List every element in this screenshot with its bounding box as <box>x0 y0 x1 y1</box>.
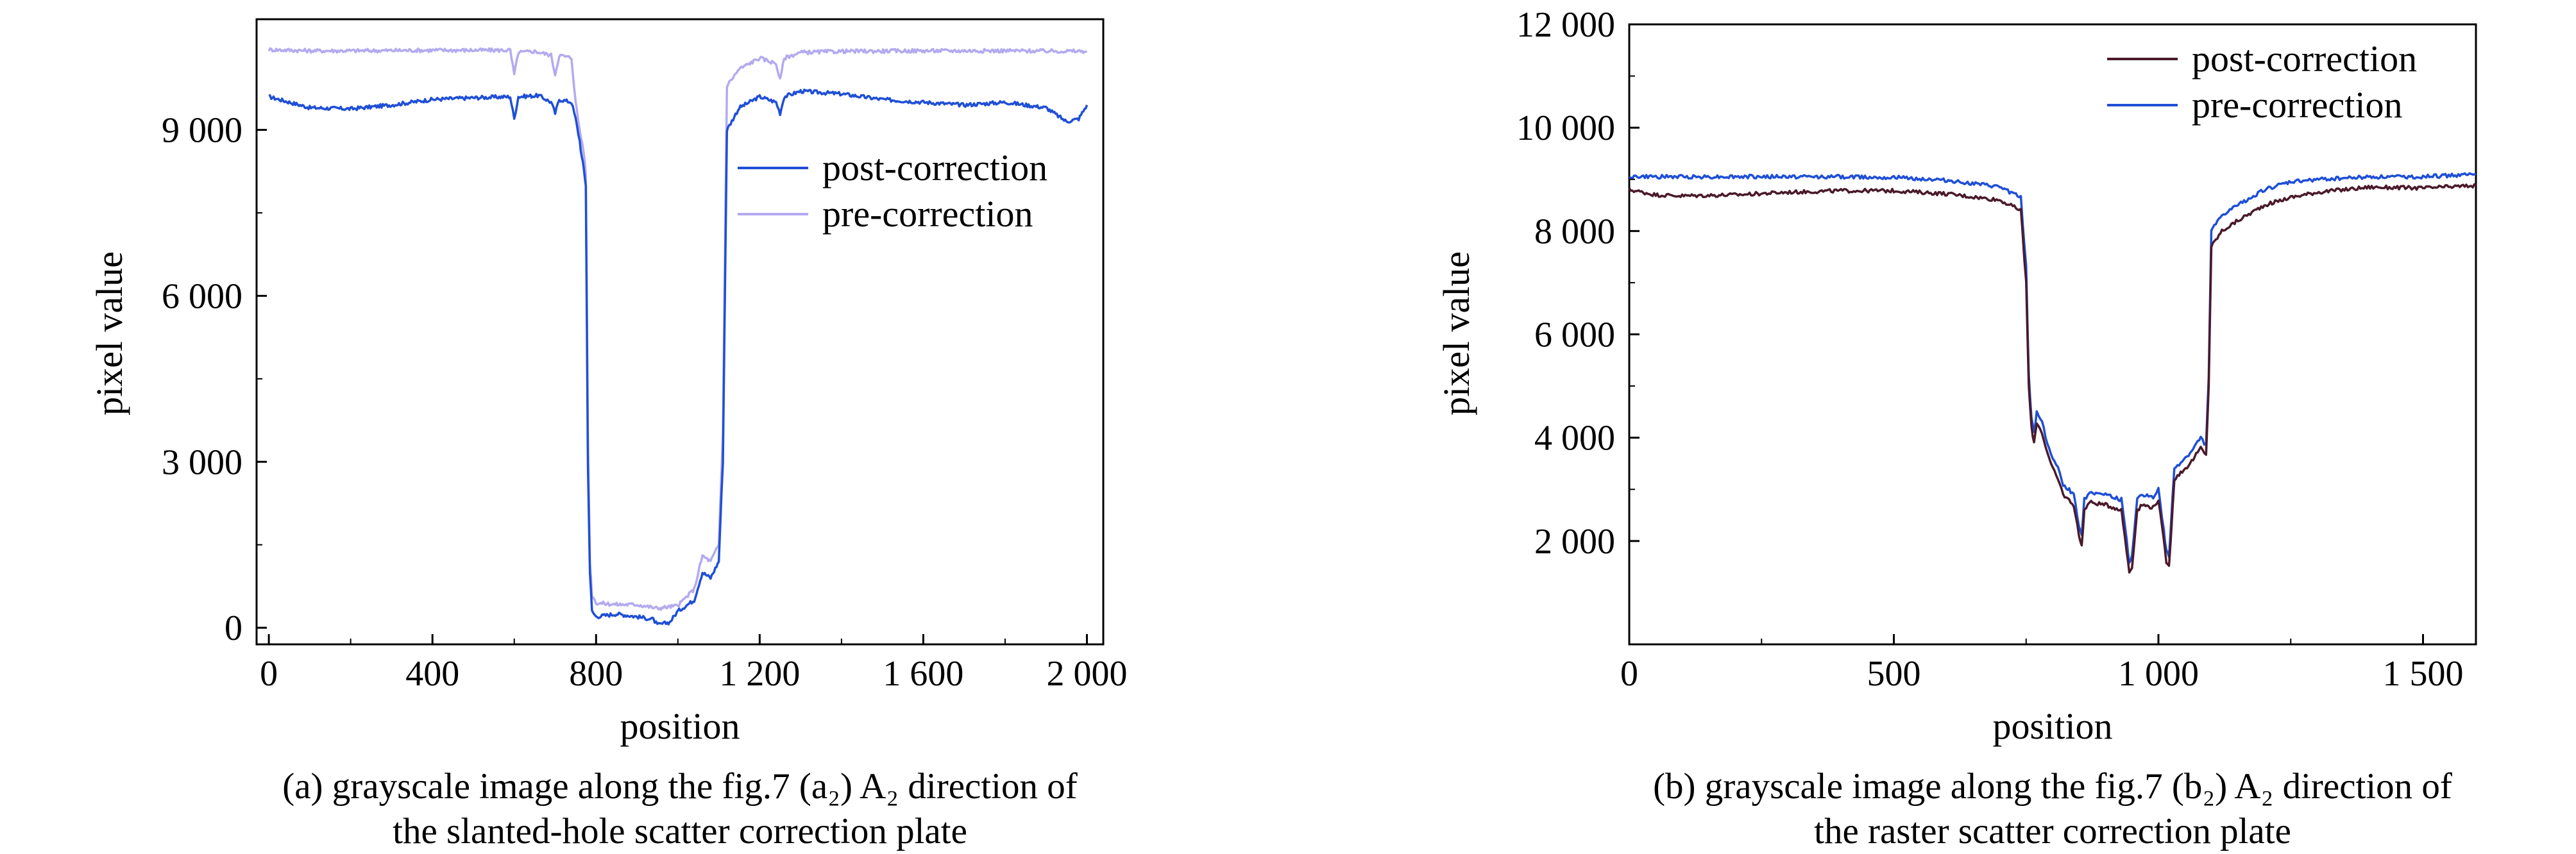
chart-b-ytick-label: 2 000 <box>1534 522 1615 562</box>
chart-a-series-post-correction <box>268 88 1089 626</box>
chart-b-ylabel: pixel value <box>1436 251 1477 415</box>
chart-b-ytick-label: 10 000 <box>1516 108 1615 148</box>
chart-a-xtick-label: 1 600 <box>883 654 963 694</box>
chart-a-legend: post-correction pre-correction <box>738 147 1047 235</box>
chart-a-xtick-label: 400 <box>405 654 459 694</box>
chart-a-ylabel: pixel value <box>89 251 130 415</box>
chart-b-ytick-label: 4 000 <box>1534 419 1615 458</box>
chart-a-ticks: 0 400 800 1 200 1 600 2 000 0 3 000 6 000 9 000 <box>162 111 1127 694</box>
chart-a-legend-label-pre-correction: pre-correction <box>822 193 1033 235</box>
chart-a-frame <box>255 18 1105 646</box>
chart-a-caption-line-2: the slanted-hole scatter correction plat… <box>393 811 967 851</box>
chart-b-ytick-label: 6 000 <box>1534 315 1615 355</box>
chart-b: 0 500 1 000 1 500 2 000 4 000 6 000 8 000 10 000… <box>1436 5 2477 851</box>
chart-a-caption-line-1: (a) grayscale image along the fig.7 (a₂)… <box>282 766 1077 807</box>
chart-b-series-post-correction <box>1628 183 2477 574</box>
chart-a-legend-label-post-correction: post-correction <box>822 147 1047 188</box>
chart-b-xtick-label: 0 <box>1620 654 1638 694</box>
chart-a-ytick-label: 3 000 <box>162 442 242 482</box>
chart-a-xtick-label: 800 <box>569 654 623 694</box>
chart-b-xtick-label: 500 <box>1867 654 1921 694</box>
chart-a-series-pre-correction <box>267 47 1088 611</box>
chart-a-ytick-label: 6 000 <box>162 276 242 316</box>
chart-b-series-group <box>1628 172 2477 574</box>
chart-a-xtick-label: 1 200 <box>719 654 800 694</box>
chart-b-xtick-label: 1 000 <box>2118 654 2199 694</box>
chart-b-xtick-label: 1 500 <box>2383 654 2464 694</box>
chart-b-legend-label-pre-correction: pre-correction <box>2192 84 2402 126</box>
chart-a-xtick-label: 0 <box>260 654 278 694</box>
chart-a: 0 400 800 1 200 1 600 2 000 0 3 000 6 000 9 000 p… <box>89 18 1127 851</box>
chart-b-xlabel: position <box>1993 705 2113 747</box>
chart-a-series-group <box>267 47 1089 626</box>
chart-a-xtick-label: 2 000 <box>1046 654 1127 694</box>
chart-b-legend-label-post-correction: post-correction <box>2192 38 2417 80</box>
chart-b-caption-line-1: (b) grayscale image along the fig.7 (b₂)… <box>1653 766 2452 807</box>
chart-a-xlabel: position <box>620 705 740 747</box>
chart-b-ytick-label: 12 000 <box>1516 5 1615 45</box>
chart-b-ticks: 0 500 1 000 1 500 2 000 4 000 6 000 8 000 10 000… <box>1516 5 2464 694</box>
chart-a-ytick-label: 0 <box>225 608 242 648</box>
chart-a-ytick-label: 9 000 <box>162 111 242 151</box>
chart-b-ytick-label: 8 000 <box>1534 212 1615 251</box>
chart-b-series-pre-correction <box>1629 172 2477 564</box>
chart-a-plot-frame <box>255 18 1105 646</box>
chart-b-caption-line-2: the raster scatter correction plate <box>1814 811 2291 851</box>
